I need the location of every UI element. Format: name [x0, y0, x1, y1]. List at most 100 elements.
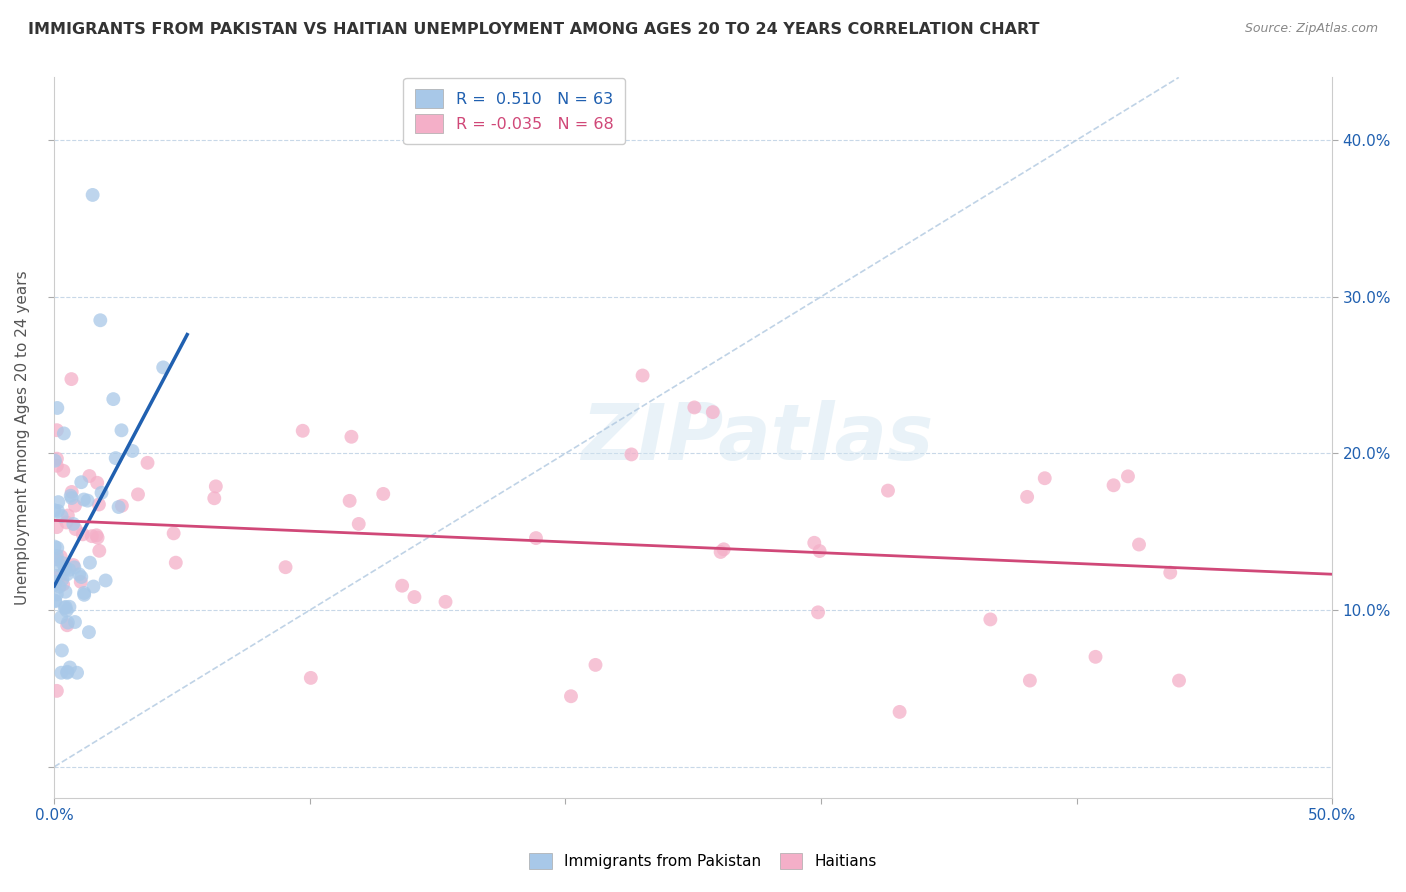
Point — [52, 464, 75, 478]
Point — [56, 665, 79, 679]
Point — [79, 556, 101, 570]
Point — [62, 516, 84, 531]
Point — [48, 580, 70, 594]
Point — [1084, 649, 1107, 664]
Point — [979, 612, 1001, 626]
Point — [803, 536, 825, 550]
Point — [274, 560, 297, 574]
Point — [90, 485, 112, 500]
Point — [110, 423, 132, 437]
Point — [877, 483, 900, 498]
Point — [55, 516, 77, 530]
Point — [63, 499, 86, 513]
Point — [53, 600, 76, 615]
Point — [103, 392, 125, 406]
Point — [204, 479, 226, 493]
Point — [44, 594, 66, 608]
Point — [1033, 471, 1056, 485]
Point — [45, 423, 67, 437]
Point — [107, 500, 129, 514]
Point — [524, 531, 547, 545]
Point — [82, 580, 104, 594]
Point — [683, 401, 706, 415]
Point — [51, 573, 73, 587]
Y-axis label: Unemployment Among Ages 20 to 24 years: Unemployment Among Ages 20 to 24 years — [15, 270, 30, 605]
Point — [49, 568, 72, 582]
Point — [1168, 673, 1191, 688]
Point — [347, 516, 370, 531]
Point — [49, 558, 72, 573]
Point — [59, 660, 82, 674]
Point — [51, 643, 73, 657]
Point — [202, 491, 225, 506]
Point — [60, 372, 83, 386]
Point — [104, 451, 127, 466]
Point — [299, 671, 322, 685]
Point — [70, 475, 93, 490]
Point — [340, 430, 363, 444]
Point — [163, 526, 186, 541]
Point — [89, 543, 111, 558]
Point — [89, 313, 111, 327]
Point — [44, 503, 66, 517]
Point — [1128, 537, 1150, 551]
Point — [1017, 490, 1039, 504]
Point — [807, 605, 830, 619]
Point — [86, 475, 108, 490]
Point — [56, 508, 79, 523]
Point — [44, 593, 66, 607]
Point — [136, 456, 159, 470]
Point — [51, 509, 73, 524]
Point — [710, 545, 733, 559]
Point — [52, 556, 75, 570]
Point — [165, 556, 187, 570]
Point — [82, 188, 104, 202]
Point — [55, 603, 77, 617]
Point — [77, 625, 100, 640]
Point — [56, 665, 79, 680]
Point — [44, 540, 66, 554]
Point — [53, 560, 76, 574]
Point — [53, 562, 76, 576]
Point — [70, 570, 93, 584]
Point — [86, 528, 108, 542]
Point — [52, 577, 75, 591]
Point — [702, 405, 724, 419]
Point — [44, 453, 66, 467]
Point — [52, 426, 75, 441]
Point — [73, 588, 96, 602]
Point — [44, 552, 66, 566]
Point — [45, 587, 67, 601]
Point — [87, 498, 110, 512]
Point — [73, 586, 96, 600]
Point — [56, 615, 79, 630]
Point — [45, 549, 67, 563]
Point — [49, 610, 72, 624]
Point — [67, 567, 90, 582]
Point — [62, 558, 84, 572]
Point — [434, 595, 457, 609]
Point — [63, 615, 86, 629]
Point — [45, 520, 67, 534]
Point — [45, 451, 67, 466]
Point — [65, 522, 87, 536]
Text: ZIPatlas: ZIPatlas — [581, 400, 934, 475]
Point — [76, 493, 98, 508]
Point — [111, 499, 134, 513]
Point — [55, 584, 77, 599]
Point — [121, 444, 143, 458]
Point — [46, 401, 69, 415]
Point — [585, 657, 607, 672]
Point — [1116, 469, 1139, 483]
Point — [1102, 478, 1125, 492]
Point — [55, 599, 77, 614]
Point — [66, 665, 89, 680]
Point — [373, 487, 395, 501]
Point — [44, 574, 66, 589]
Point — [94, 574, 117, 588]
Point — [60, 485, 83, 500]
Point — [404, 590, 426, 604]
Point — [152, 360, 174, 375]
Point — [45, 552, 67, 566]
Point — [391, 579, 413, 593]
